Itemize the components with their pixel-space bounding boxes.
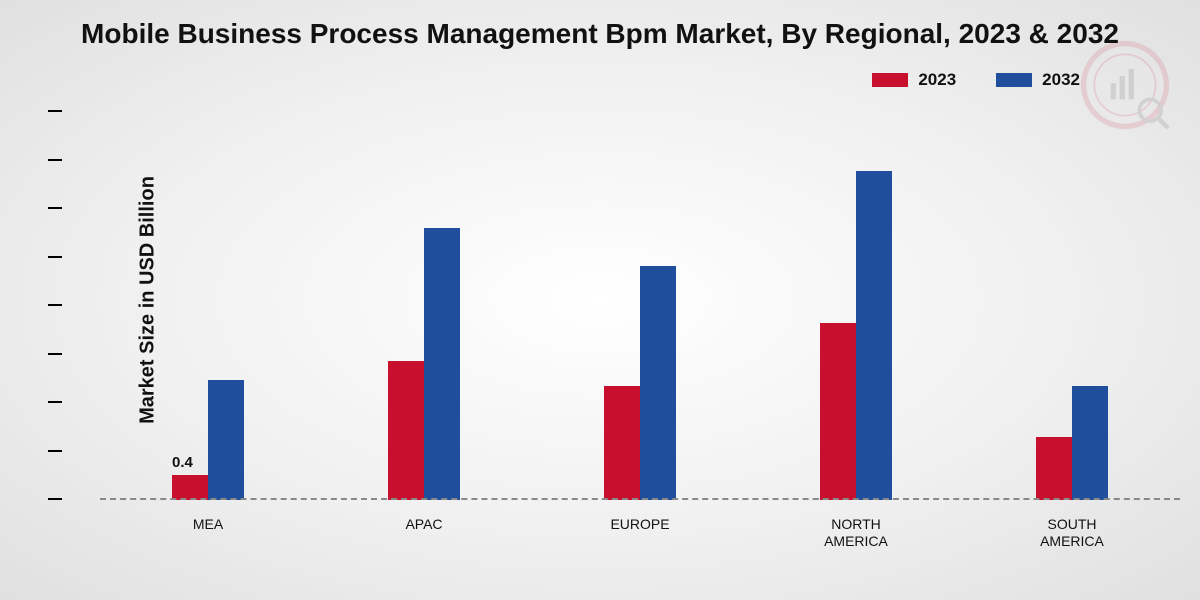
legend-label-2023: 2023 xyxy=(918,70,956,90)
plot-area: 0.4 xyxy=(100,120,1180,500)
legend-label-2032: 2032 xyxy=(1042,70,1080,90)
x-axis-label: APAC xyxy=(364,516,484,550)
bar xyxy=(856,171,892,500)
legend-item-2023: 2023 xyxy=(872,70,956,90)
value-label: 0.4 xyxy=(172,454,193,471)
x-axis-label: EUROPE xyxy=(580,516,700,550)
bar xyxy=(1072,386,1108,500)
legend-swatch-2032 xyxy=(996,73,1032,87)
bar xyxy=(604,386,640,500)
bar-group xyxy=(1036,386,1108,500)
legend: 2023 2032 xyxy=(872,70,1080,90)
y-tick xyxy=(48,256,62,258)
bar xyxy=(208,380,244,500)
bar xyxy=(820,323,856,500)
y-tick xyxy=(48,353,62,355)
bar xyxy=(640,266,676,500)
bar xyxy=(424,228,460,500)
y-tick xyxy=(48,110,62,112)
bar xyxy=(172,475,208,500)
legend-item-2032: 2032 xyxy=(996,70,1080,90)
y-tick xyxy=(48,207,62,209)
bar-group: 0.4 xyxy=(172,380,244,500)
x-axis-label: SOUTH AMERICA xyxy=(1012,516,1132,550)
watermark-logo xyxy=(1080,40,1170,130)
bar xyxy=(1036,437,1072,500)
x-axis-label: NORTH AMERICA xyxy=(796,516,916,550)
y-tick xyxy=(48,401,62,403)
x-axis-label: MEA xyxy=(148,516,268,550)
bar-group xyxy=(388,228,460,500)
x-axis-labels: MEA APAC EUROPE NORTH AMERICA SOUTH AMERICA xyxy=(100,516,1180,550)
chart-title: Mobile Business Process Management Bpm M… xyxy=(0,18,1200,50)
y-tick xyxy=(48,450,62,452)
legend-swatch-2023 xyxy=(872,73,908,87)
x-axis-baseline xyxy=(100,498,1180,500)
bar-groups: 0.4 xyxy=(100,120,1180,500)
y-tick xyxy=(48,498,62,500)
bar-group xyxy=(820,171,892,500)
bar-group xyxy=(604,266,676,500)
bar xyxy=(388,361,424,500)
y-tick xyxy=(48,159,62,161)
y-tick xyxy=(48,304,62,306)
y-axis-ticks xyxy=(48,110,66,500)
